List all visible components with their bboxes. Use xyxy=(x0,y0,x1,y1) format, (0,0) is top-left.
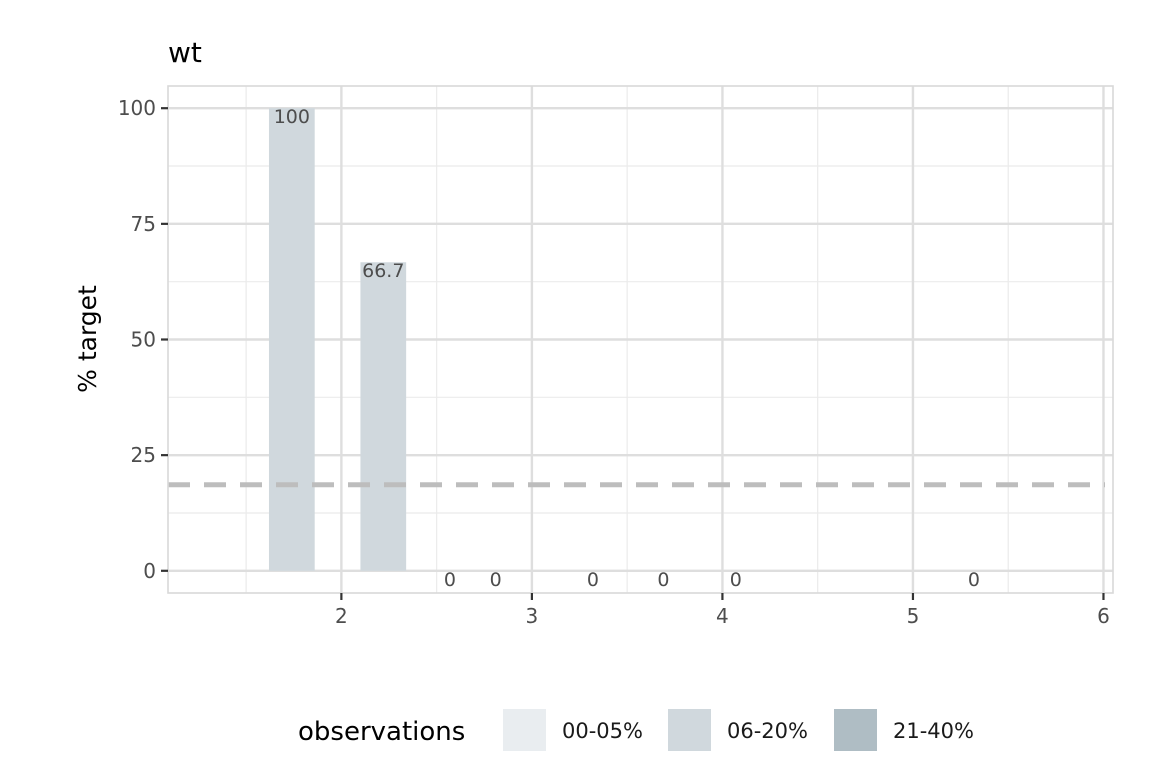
x-tick-label: 5 xyxy=(907,604,920,628)
legend: observations 00-05% 06-20% 21-40% xyxy=(298,709,974,751)
x-tick-label: 4 xyxy=(716,604,729,628)
y-axis-title: % target xyxy=(73,285,102,393)
bar xyxy=(268,108,315,571)
chart-title: wt xyxy=(168,36,202,69)
legend-key xyxy=(668,709,711,751)
bars xyxy=(268,108,407,571)
x-tick-label: 6 xyxy=(1097,604,1110,628)
legend-label: 06-20% xyxy=(727,719,808,743)
y-tick-label: 100 xyxy=(118,96,156,120)
major-gridlines xyxy=(168,86,1113,593)
x-tick-label: 2 xyxy=(335,604,348,628)
legend-label: 21-40% xyxy=(893,719,974,743)
data-label: 0 xyxy=(968,569,980,591)
legend-label: 00-05% xyxy=(562,719,643,743)
data-label: 0 xyxy=(587,569,599,591)
bar xyxy=(360,262,407,571)
y-tick-label: 50 xyxy=(131,328,156,352)
legend-key xyxy=(503,709,546,751)
y-tick-label: 75 xyxy=(131,212,156,236)
data-label: 0 xyxy=(657,569,669,591)
data-label: 66.7 xyxy=(362,260,404,282)
plot-panel: 100 66.7 0 0 0 0 0 0 xyxy=(167,85,1114,594)
legend-items: 00-05% 06-20% 21-40% xyxy=(503,709,974,751)
data-label: 100 xyxy=(274,106,310,128)
legend-title: observations xyxy=(298,717,465,747)
data-labels: 100 66.7 0 0 0 0 0 0 xyxy=(274,106,980,591)
y-axis: 0 25 50 75 100 xyxy=(118,96,168,583)
y-tick-label: 25 xyxy=(131,443,156,467)
data-label: 0 xyxy=(444,569,456,591)
legend-key xyxy=(834,709,877,751)
data-label: 0 xyxy=(730,569,742,591)
data-label: 0 xyxy=(490,569,502,591)
x-axis: 2 3 4 5 6 xyxy=(335,593,1110,628)
x-tick-label: 3 xyxy=(526,604,539,628)
y-tick-label: 0 xyxy=(143,559,156,583)
